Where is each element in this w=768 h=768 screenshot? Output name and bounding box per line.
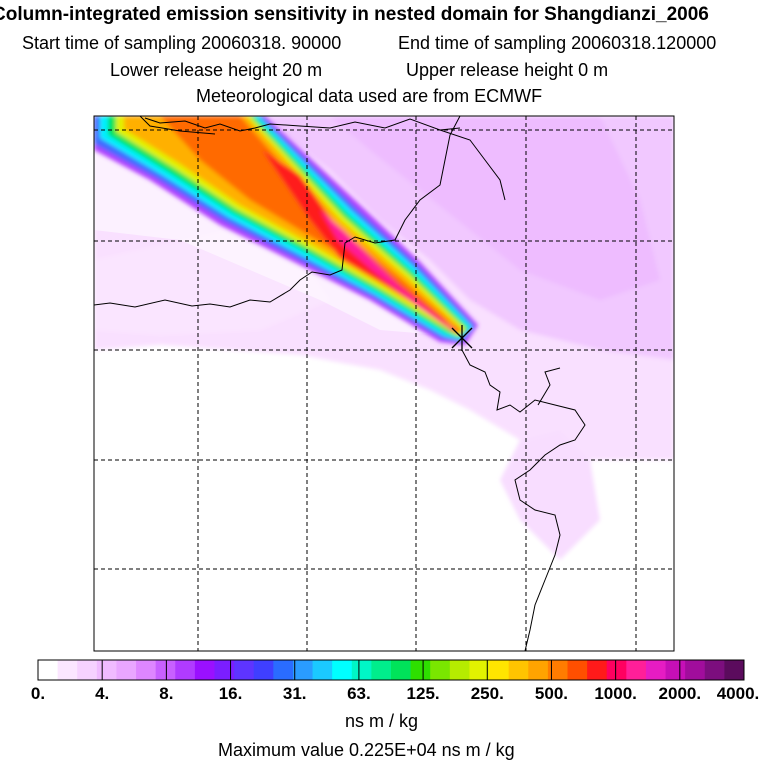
- colorbar-swatch: [645, 660, 667, 680]
- colorbar-swatch: [606, 660, 627, 680]
- colorbar-swatch: [665, 660, 686, 680]
- colorbar-swatch: [273, 660, 294, 680]
- met-source-label: Meteorological data used are from ECMWF: [196, 86, 543, 106]
- colorbar-swatch: [547, 660, 568, 680]
- colorbar-swatch: [371, 660, 392, 680]
- map-frame: [93, 115, 675, 652]
- colorbar-tick-label: 500.: [534, 684, 568, 703]
- colorbar-swatch: [528, 660, 549, 680]
- colorbar-swatch: [136, 660, 157, 680]
- colorbar-swatch: [96, 660, 117, 680]
- colorbar-swatch: [116, 660, 137, 680]
- colorbar-swatch: [351, 660, 372, 680]
- receptor-marker: [451, 325, 473, 351]
- colorbar-swatch: [508, 660, 529, 680]
- colorbar-tick-label: 8.: [159, 684, 174, 703]
- colorbar-swatch: [155, 660, 176, 680]
- colorbar-swatch: [567, 660, 588, 680]
- colorbar-tick-label: 125.: [406, 684, 440, 703]
- colorbar-tick-label: 250.: [470, 684, 504, 703]
- colorbar-swatch: [312, 660, 333, 680]
- colorbar-tick-label: 1000.: [594, 684, 637, 703]
- lat-lon-grid: [94, 116, 674, 651]
- colorbar-tick-label: 0.: [30, 684, 46, 703]
- colorbar-swatch: [391, 660, 412, 680]
- colorbar-swatch: [449, 660, 470, 680]
- colorbar-swatch: [685, 660, 706, 680]
- colorbar-swatch: [292, 660, 314, 680]
- colorbar-swatch: [38, 660, 59, 680]
- colorbar-tick-label: 4.: [95, 684, 110, 703]
- colorbar-tick-label: 31.: [282, 684, 307, 703]
- colorbar-swatch: [410, 660, 431, 680]
- colorbar-swatch: [194, 660, 215, 680]
- colorbar-tick-label: 4000.: [716, 684, 760, 703]
- colorbar-frame: [37, 659, 745, 681]
- emission-plume: [94, 116, 478, 345]
- start-time-label: Start time of sampling 20060318. 90000: [22, 33, 342, 53]
- colorbar-tick-label: 63.: [347, 684, 371, 703]
- colorbar-swatch: [430, 660, 451, 680]
- colorbar-swatch: [626, 660, 647, 680]
- maximum-value-label: Maximum value 0.225E+04 ns m / kg: [218, 740, 515, 760]
- colorbar-swatch: [724, 660, 745, 680]
- colorbar-swatch: [469, 660, 490, 680]
- map-content: [94, 116, 674, 651]
- colorbar-swatch: [234, 660, 255, 680]
- colorbar-swatch: [587, 660, 608, 680]
- end-time-label: End time of sampling 20060318.120000: [398, 33, 717, 53]
- colorbar-tick-label: 16.: [218, 684, 243, 703]
- lower-release-label: Lower release height 20 m: [110, 60, 323, 80]
- colorbar-swatch: [214, 660, 235, 680]
- colorbar-tick-label: 2000.: [658, 684, 702, 703]
- colorbar-swatch: [175, 660, 196, 680]
- plot-title: Column-integrated emission sensitivity i…: [0, 4, 709, 25]
- colorbar-swatch: [77, 660, 98, 680]
- colorbar-swatch: [332, 660, 353, 680]
- colorbar-swatch: [253, 660, 274, 680]
- colorbar-swatch: [57, 660, 78, 680]
- colorbar-swatch: [704, 660, 725, 680]
- upper-release-label: Upper release height 0 m: [406, 60, 609, 80]
- colorbar-swatch: [489, 660, 510, 680]
- colorbar: [37, 659, 745, 681]
- colorbar-units: ns m / kg: [345, 711, 419, 731]
